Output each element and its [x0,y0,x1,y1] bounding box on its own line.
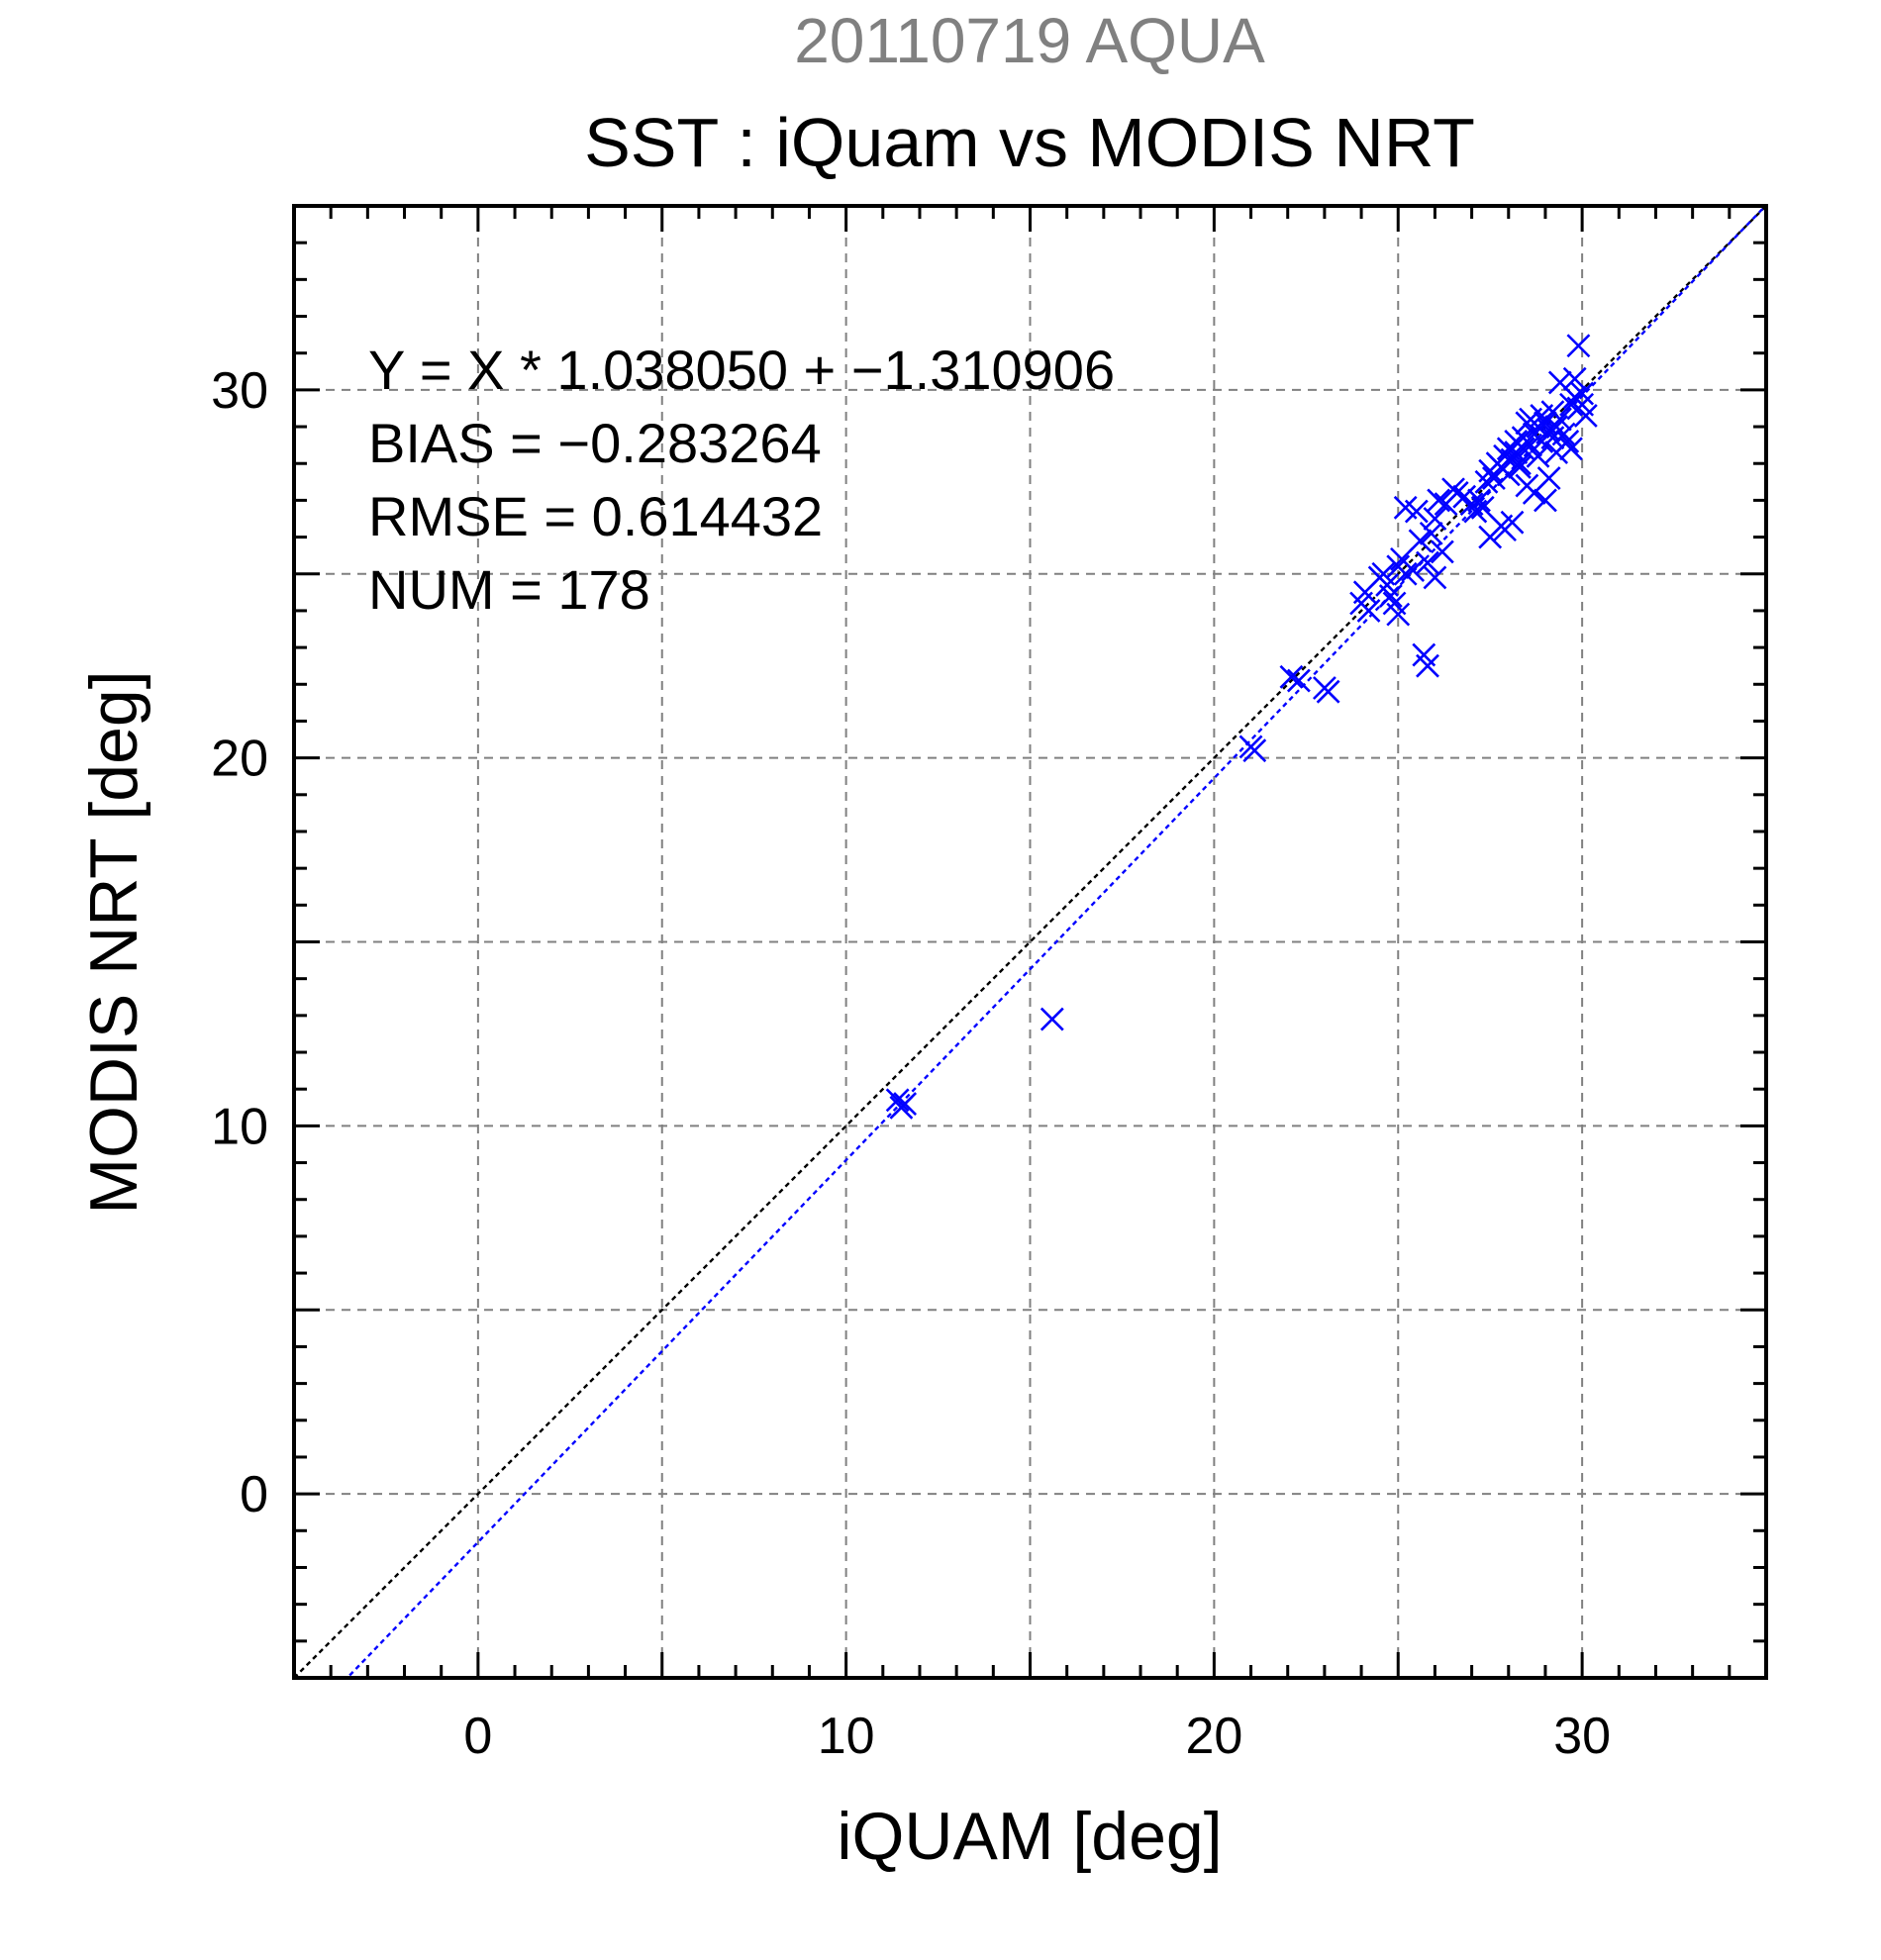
x-axis-label: iQUAM [deg] [837,1799,1222,1874]
grid [294,206,1766,1678]
data-points [885,334,1598,1120]
data-point [1534,488,1557,513]
data-point [1444,481,1469,505]
x-tick-label: 30 [1553,1708,1611,1765]
data-point [1427,488,1451,513]
data-point [1467,488,1491,513]
x-tick-label: 20 [1185,1708,1242,1765]
data-point [1286,668,1311,693]
chart-title: SST : iQuam vs MODIS NRT [584,104,1475,181]
data-point [1430,539,1454,564]
data-point [1242,738,1267,763]
data-point [1500,510,1525,535]
data-point [1481,466,1506,491]
data-point [1562,366,1587,391]
data-point [1570,381,1595,406]
data-point [1551,422,1576,446]
y-tick-labels: 0 10 20 30 [211,362,268,1523]
chart-suptitle: 20110719 AQUA [794,5,1265,76]
data-point [1508,451,1532,476]
data-point [893,1092,918,1116]
data-point [1470,495,1495,520]
data-point [1316,679,1340,704]
data-point [1393,561,1418,586]
reference-lines [294,206,1766,1678]
stat-bias: BIAS = −0.283264 [368,412,822,474]
stat-num: NUM = 178 [368,558,650,621]
plot-frame [292,204,1768,1680]
data-point [1419,521,1443,545]
data-point [1378,584,1403,608]
fit-line [346,206,1766,1678]
x-tick-label: 10 [818,1708,875,1765]
stat-rmse: RMSE = 0.614432 [368,485,823,547]
stats-box: Y = X * 1.038050 + −1.310906 BIAS = −0.2… [368,339,1115,621]
data-point [1526,443,1550,468]
data-point [1401,558,1426,582]
data-point [1386,602,1411,627]
y-tick-label: 0 [240,1466,268,1523]
data-point [1508,455,1532,479]
data-point [1416,550,1439,575]
data-point [1040,1007,1064,1031]
data-point [1408,529,1433,553]
data-point [1404,499,1429,524]
x-tick-label: 0 [463,1708,492,1765]
data-point [1555,430,1580,453]
data-point [1511,437,1535,461]
stat-equation: Y = X * 1.038050 + −1.310906 [368,339,1115,401]
data-point [1423,507,1447,531]
data-point [1547,407,1572,432]
y-axis-label: MODIS NRT [deg] [76,670,151,1214]
data-point [1423,565,1447,590]
data-point [1536,466,1561,491]
data-point [1416,653,1439,678]
data-point [1566,334,1591,358]
data-point [1279,664,1304,689]
data-point [1559,437,1583,461]
x-tick-labels: 0 10 20 30 [463,1708,1611,1765]
y-tick-label: 30 [211,362,268,420]
data-point [1573,403,1598,428]
data-point [885,1088,910,1113]
y-tick-label: 10 [211,1098,268,1155]
data-point [1356,599,1381,623]
y-tick-label: 20 [211,731,268,788]
